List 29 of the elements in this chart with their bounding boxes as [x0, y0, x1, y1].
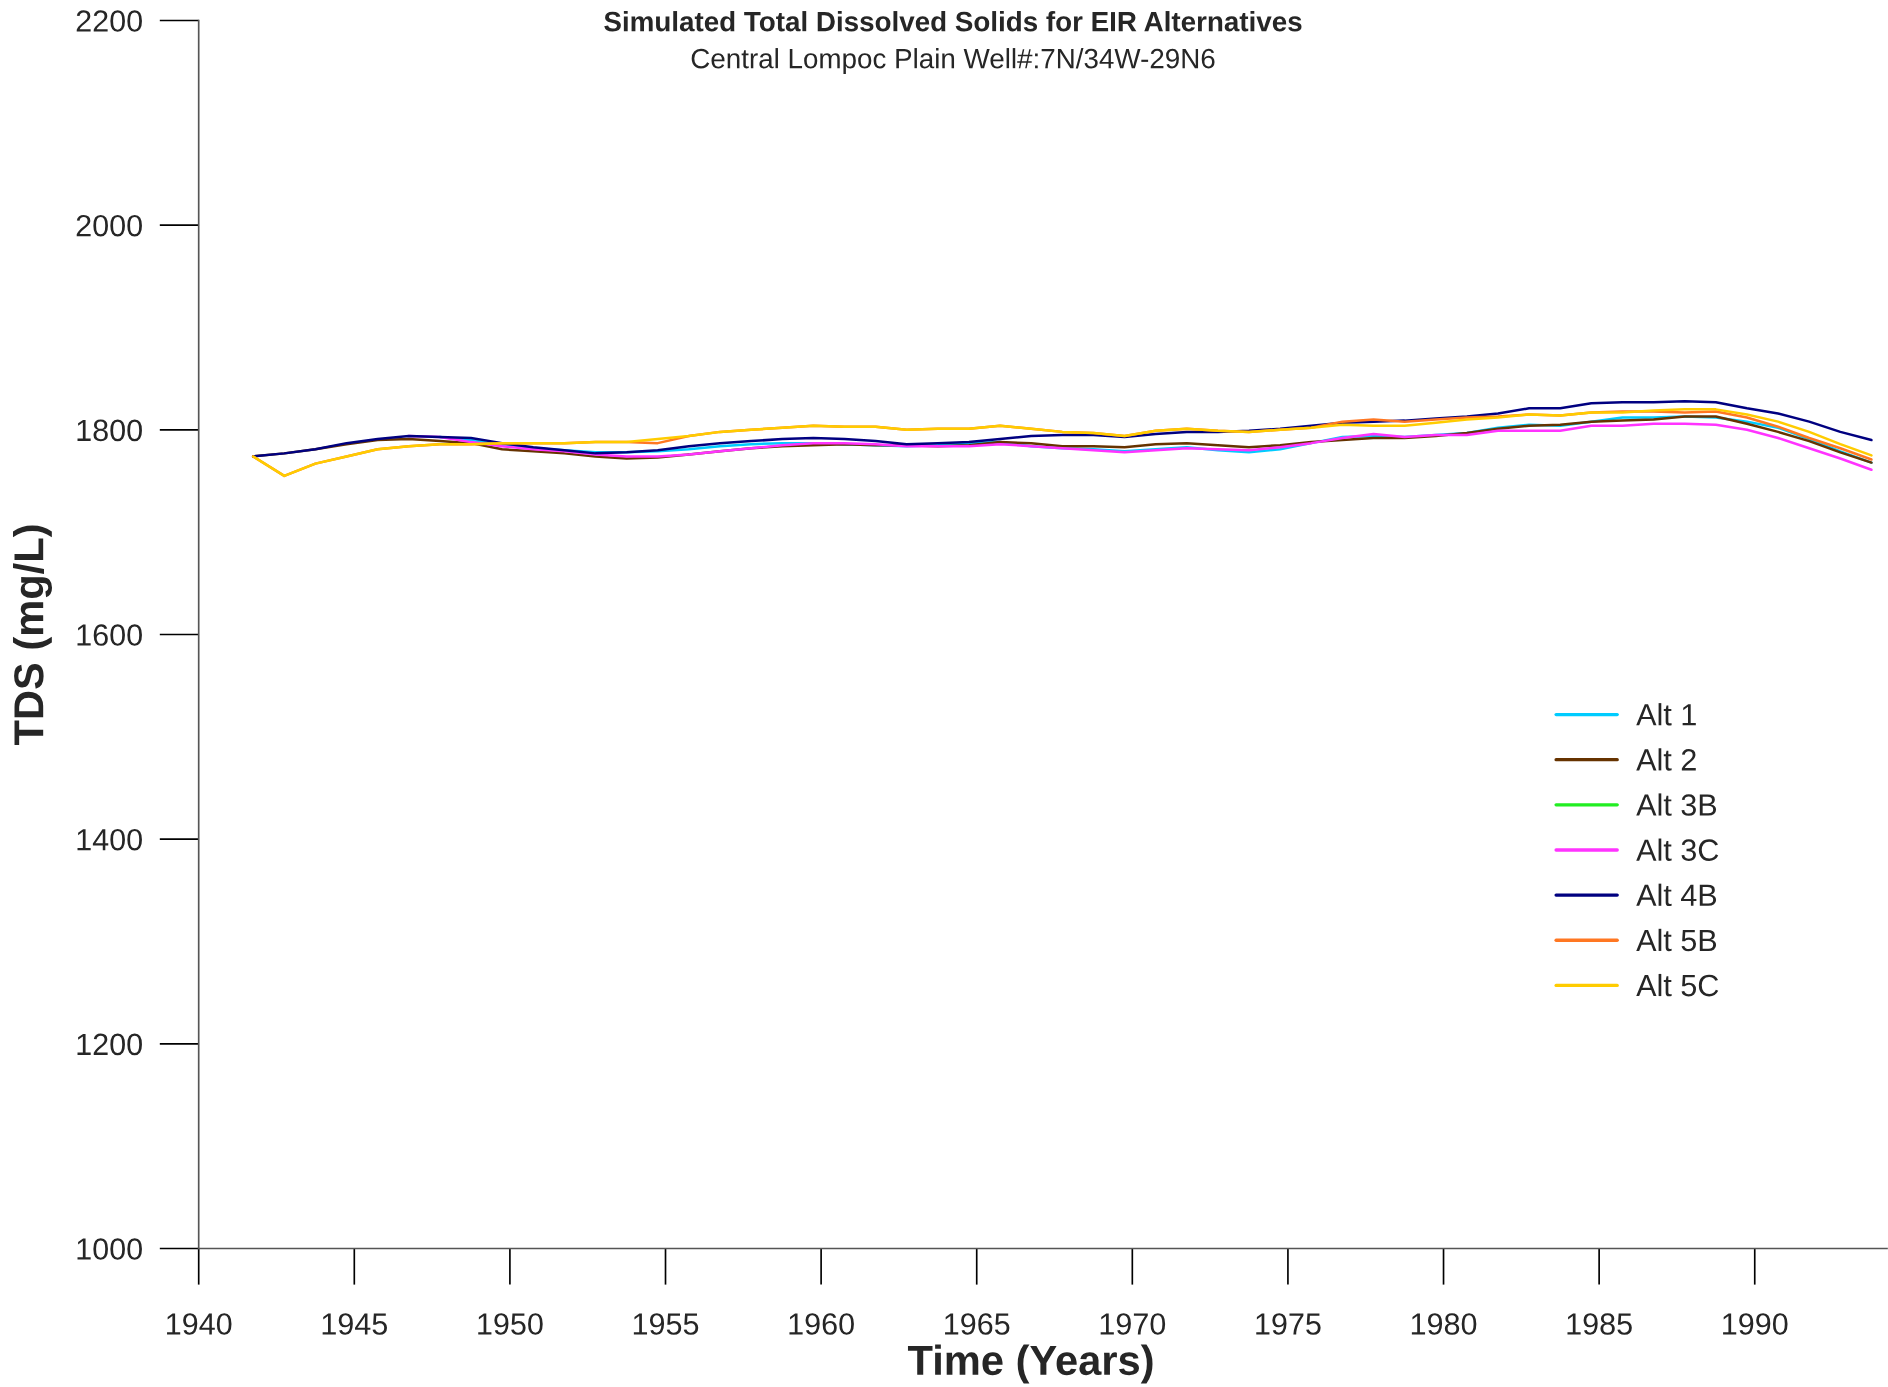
x-tick-label: 1945 — [322, 1313, 388, 1335]
x-tick-label: 1975 — [1256, 1313, 1321, 1335]
y-tick-label: 1800 — [77, 419, 142, 442]
y-axis-title: TDS (mg/L) — [12, 525, 53, 746]
x-tick-label: 1950 — [478, 1313, 543, 1335]
legend-label: Alt 3B — [1636, 793, 1717, 816]
x-tick-label: 1960 — [789, 1313, 854, 1335]
y-tick-label: 1200 — [77, 1033, 142, 1056]
y-tick-label: 1600 — [77, 624, 142, 646]
legend-label: Alt 1 — [1636, 703, 1696, 726]
x-tick-label: 1940 — [167, 1313, 232, 1335]
x-tick-label: 1980 — [1411, 1313, 1477, 1335]
text: Central Lompoc Plain Well#:7N/34W-29N6 — [691, 48, 1215, 74]
x-tick-label: 1970 — [1100, 1313, 1166, 1335]
legend-label: Alt 5C — [1636, 973, 1719, 997]
legend-label: Alt 4B — [1636, 883, 1717, 907]
x-tick-label: 1965 — [945, 1313, 1010, 1335]
legend-label: Alt 3C — [1636, 838, 1719, 861]
y-tick-label: 1000 — [77, 1238, 142, 1260]
x-tick-label: 1985 — [1567, 1313, 1632, 1335]
x-axis-title: Time (Years) — [907, 1344, 1153, 1384]
chart-title: Simulated Total Dissolved Solids for EIR Alternatives — [604, 11, 1302, 32]
x-tick-label: 1955 — [633, 1313, 699, 1335]
y-tick-label: 1400 — [77, 828, 142, 851]
y-tick-label: 2000 — [76, 214, 142, 237]
y-tick-label: 2200 — [76, 10, 142, 32]
legend-label: Alt 2 — [1636, 748, 1696, 771]
x-tick-label: 1990 — [1723, 1313, 1788, 1335]
legend-label: Alt 5B — [1636, 928, 1717, 952]
